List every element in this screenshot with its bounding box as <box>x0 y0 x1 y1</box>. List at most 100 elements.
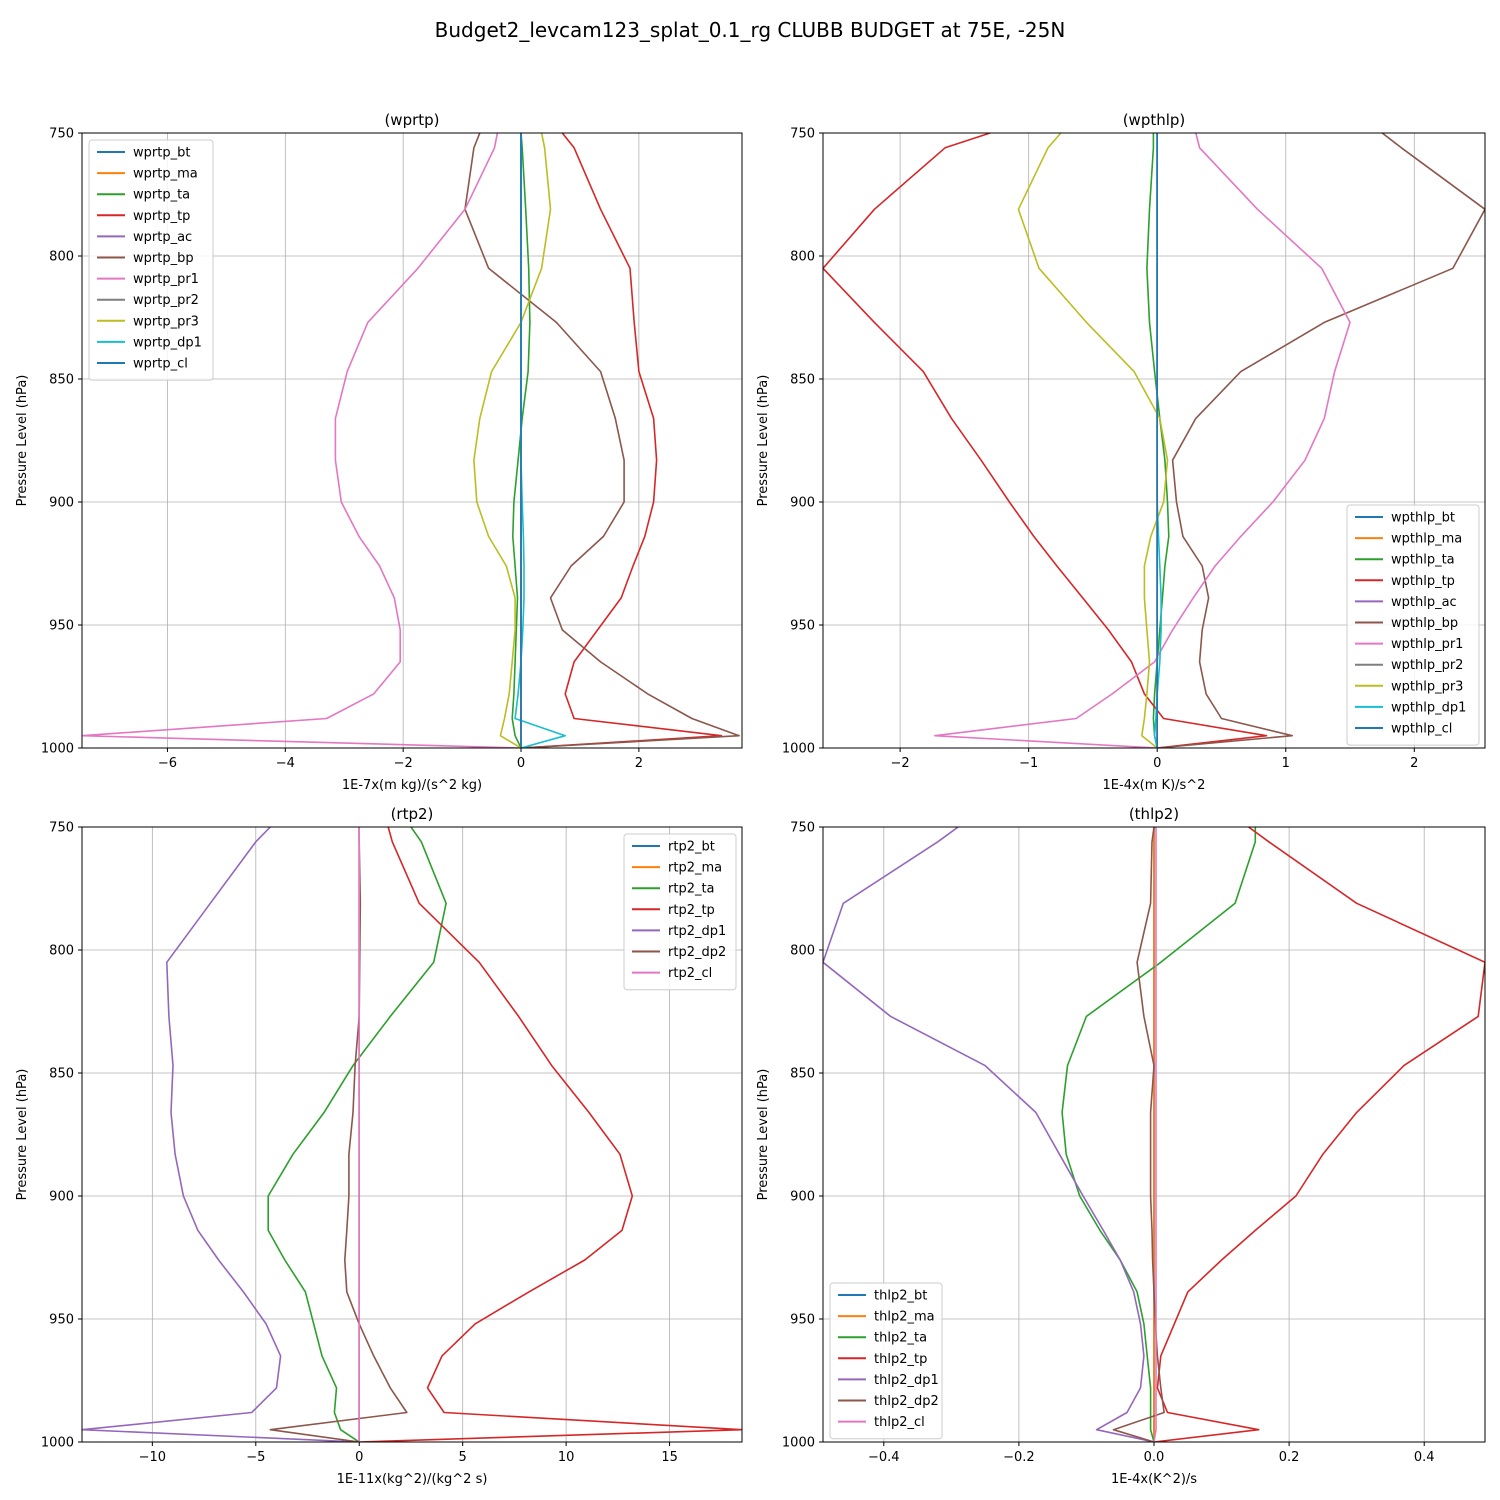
series-line-rtp2_dp2 <box>269 827 408 1442</box>
x-axis-label: 1E-4x(m K)/s^2 <box>1103 778 1206 793</box>
x-tick-label: −0.2 <box>1003 1450 1035 1465</box>
series-line-wpthlp_ta <box>1146 133 1170 748</box>
y-tick-label: 750 <box>790 821 815 836</box>
axes-frame <box>81 132 743 749</box>
legend-entry: wprtp_pr3 <box>133 314 199 329</box>
x-tick-label: 10 <box>558 1450 575 1465</box>
series-line-rtp2_dp1 <box>82 827 360 1442</box>
series-line-thlp2_cl <box>1153 827 1157 1442</box>
x-axis-label: 1E-4x(K^2)/s <box>1111 1472 1197 1487</box>
y-tick-label: 1000 <box>782 1436 815 1451</box>
legend-entry: thlp2_cl <box>874 1415 925 1430</box>
x-tick-label: 0 <box>517 756 525 771</box>
panel-title: (wpthlp) <box>1123 111 1186 129</box>
y-tick-label: 850 <box>49 1067 74 1082</box>
x-axis-label: 1E-11x(kg^2)/(kg^2 s) <box>337 1472 488 1487</box>
x-tick-label: 0 <box>355 1450 363 1465</box>
y-tick-label: 750 <box>49 821 74 836</box>
legend-entry: wpthlp_pr1 <box>1391 637 1463 652</box>
legend-entry: wprtp_pr2 <box>133 293 199 308</box>
y-tick-label: 900 <box>790 1190 815 1205</box>
legend-entry: rtp2_tp <box>668 903 715 918</box>
legend-entry: wpthlp_bp <box>1391 616 1458 631</box>
legend-entry: wpthlp_tp <box>1391 574 1455 589</box>
legend: thlp2_bt thlp2_ma thlp2_ta thlp2_tp thlp2_dp… <box>829 1282 943 1440</box>
legend-entry: wpthlp_ta <box>1391 553 1455 568</box>
legend-entry: wpthlp_pr2 <box>1391 658 1463 673</box>
x-tick-label: 2 <box>1410 756 1418 771</box>
legend-entry: thlp2_dp2 <box>874 1394 939 1409</box>
legend-entry: wprtp_bp <box>133 251 194 266</box>
x-tick-label: 5 <box>459 1450 467 1465</box>
y-tick-label: 950 <box>49 1313 74 1328</box>
x-tick-label: −10 <box>139 1450 166 1465</box>
x-tick-label: 0.2 <box>1279 1450 1300 1465</box>
legend-entry: wprtp_ac <box>133 230 192 245</box>
legend-entry: thlp2_ma <box>874 1310 935 1325</box>
y-tick-label: 950 <box>49 619 74 634</box>
x-tick-label: −2 <box>891 756 910 771</box>
y-tick-label: 850 <box>790 1067 815 1082</box>
y-tick-label: 850 <box>790 373 815 388</box>
series-line-thlp2_dp2 <box>1112 827 1165 1442</box>
y-tick-label: 950 <box>790 619 815 634</box>
series-line-wpthlp_pr1 <box>933 133 1351 748</box>
legend: rtp2_bt rtp2_ma rtp2_ta rtp2_tp rtp2_dp1 rtp2… <box>623 833 737 991</box>
legend-entry: thlp2_tp <box>874 1352 927 1367</box>
series-line-wprtp_dp1 <box>514 133 567 748</box>
y-tick-label: 750 <box>49 127 74 142</box>
series-line-thlp2_ta <box>1061 827 1257 1442</box>
legend: wprtp_bt wprtp_ma wprtp_ta wprtp_tp wprtp_ac… <box>88 139 214 381</box>
x-tick-label: 2 <box>635 756 643 771</box>
legend-entry: rtp2_dp1 <box>668 924 726 939</box>
legend-entry: wprtp_pr1 <box>133 272 199 287</box>
series-line-wprtp_pr1 <box>82 133 522 748</box>
x-tick-label: −4 <box>276 756 295 771</box>
legend-entry: wpthlp_cl <box>1391 722 1452 737</box>
series-line-thlp2_dp1 <box>823 827 1155 1442</box>
legend-entry: thlp2_bt <box>874 1289 927 1304</box>
y-tick-label: 900 <box>49 1190 74 1205</box>
axes-frame <box>81 826 743 1443</box>
y-tick-label: 800 <box>49 944 74 959</box>
panel-rtp2: −10 −5 0 5 10 15 750 800 850 900 950 1000 (rtp2) 1E-1… <box>15 805 743 1487</box>
x-tick-label: 15 <box>661 1450 678 1465</box>
series-line-rtp2_tp <box>359 827 742 1442</box>
panel-title: (rtp2) <box>391 805 434 823</box>
series-line-wprtp_pr3 <box>473 133 552 748</box>
panel-wprtp: −6 −4 −2 0 2 750 800 850 900 950 1000 (wprtp) 1E-7x(… <box>15 111 743 793</box>
series-line-wpthlp_tp <box>823 133 1268 748</box>
series-line-wprtp_tp <box>520 133 723 748</box>
legend-entry: rtp2_dp2 <box>668 945 726 960</box>
y-tick-label: 900 <box>790 496 815 511</box>
series-line-wpthlp_pr3 <box>1017 133 1169 748</box>
series-line-wprtp_ta <box>511 133 531 748</box>
y-tick-label: 850 <box>49 373 74 388</box>
legend-entry: wprtp_dp1 <box>133 335 202 350</box>
legend-entry: wpthlp_ac <box>1391 595 1457 610</box>
x-tick-label: 0.0 <box>1144 1450 1165 1465</box>
x-tick-label: −0.4 <box>868 1450 900 1465</box>
y-tick-label: 800 <box>790 944 815 959</box>
x-tick-label: 0.4 <box>1414 1450 1435 1465</box>
y-tick-label: 900 <box>49 496 74 511</box>
y-tick-label: 1000 <box>41 1436 74 1451</box>
series-line-thlp2_tp <box>1153 827 1485 1442</box>
x-tick-label: 1 <box>1282 756 1290 771</box>
y-tick-label: 1000 <box>41 742 74 757</box>
panel-thlp2: −0.4 −0.2 0.0 0.2 0.4 750 800 850 900 950 1000 (thl… <box>756 805 1486 1487</box>
axes-frame <box>822 132 1486 749</box>
legend-entry: wprtp_cl <box>133 357 188 372</box>
x-tick-label: −6 <box>158 756 177 771</box>
legend-entry: wpthlp_bt <box>1391 511 1455 526</box>
y-tick-label: 800 <box>49 250 74 265</box>
legend-entry: wprtp_bt <box>133 146 190 161</box>
legend-entry: rtp2_ma <box>668 861 722 876</box>
panel-wpthlp: −2 −1 0 1 2 750 800 850 900 950 1000 (wpthlp) 1E-4x(… <box>756 111 1486 793</box>
series-line-rtp2_ta <box>267 827 447 1442</box>
y-tick-label: 1000 <box>782 742 815 757</box>
x-tick-label: 0 <box>1153 756 1161 771</box>
legend-entry: thlp2_dp1 <box>874 1373 939 1388</box>
y-axis-label: Pressure Level (hPa) <box>15 375 30 507</box>
